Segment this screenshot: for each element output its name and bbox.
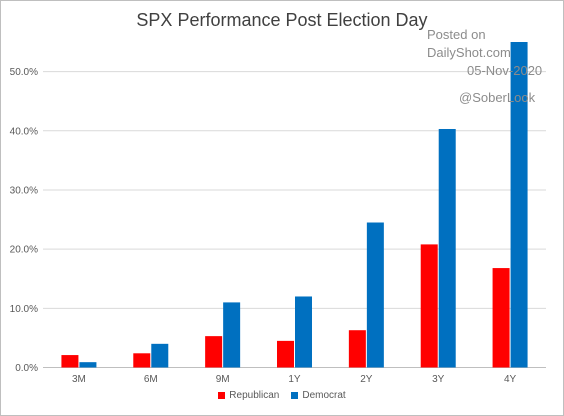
watermark-posted-on: Posted on: [427, 27, 486, 42]
legend-swatch-republican: [218, 392, 226, 399]
bar-republican-9m: [205, 336, 223, 368]
bar-republican-2y: [348, 330, 366, 368]
legend-item-republican: Republican: [218, 390, 279, 401]
bar-democrat-6m: [151, 343, 169, 368]
x-tick-label: 4Y: [504, 374, 517, 385]
x-tick-label: 3Y: [432, 374, 445, 385]
bar-republican-3y: [420, 244, 438, 368]
watermark-handle: @SoberLook: [459, 90, 536, 105]
x-tick-label: 1Y: [288, 374, 301, 385]
watermark-site: DailyShot.com: [427, 45, 511, 60]
bar-democrat-3y: [438, 128, 456, 368]
legend-item-democrat: Democrat: [291, 390, 346, 401]
legend-label-republican: Republican: [229, 390, 280, 401]
bar-democrat-3m: [79, 362, 97, 368]
bar-democrat-2y: [366, 222, 384, 368]
x-tick-label: 2Y: [360, 374, 373, 385]
watermark-date: 05-Nov-2020: [467, 63, 542, 78]
y-tick-label: 40.0%: [10, 126, 38, 137]
y-tick-label: 30.0%: [10, 185, 38, 196]
x-tick-label: 6M: [144, 374, 158, 385]
y-tick-label: 10.0%: [10, 304, 38, 315]
x-tick-label: 9M: [216, 374, 230, 385]
bar-democrat-1y: [295, 296, 312, 368]
y-tick-label: 0.0%: [15, 363, 38, 374]
bar-republican-4y: [492, 268, 510, 368]
legend-label-democrat: Democrat: [302, 390, 346, 401]
y-tick-label: 20.0%: [10, 245, 38, 256]
chart-legend: Republican Democrat: [0, 390, 564, 401]
bar-democrat-9m: [223, 302, 241, 368]
legend-swatch-democrat: [291, 392, 299, 399]
bar-republican-6m: [133, 353, 151, 368]
bar-republican-3m: [61, 355, 79, 368]
chart-title: SPX Performance Post Election Day: [136, 10, 428, 30]
bar-democrat-4y: [510, 42, 528, 368]
y-tick-label: 50.0%: [10, 67, 38, 78]
bar-republican-1y: [277, 340, 294, 368]
x-tick-label: 3M: [72, 374, 86, 385]
